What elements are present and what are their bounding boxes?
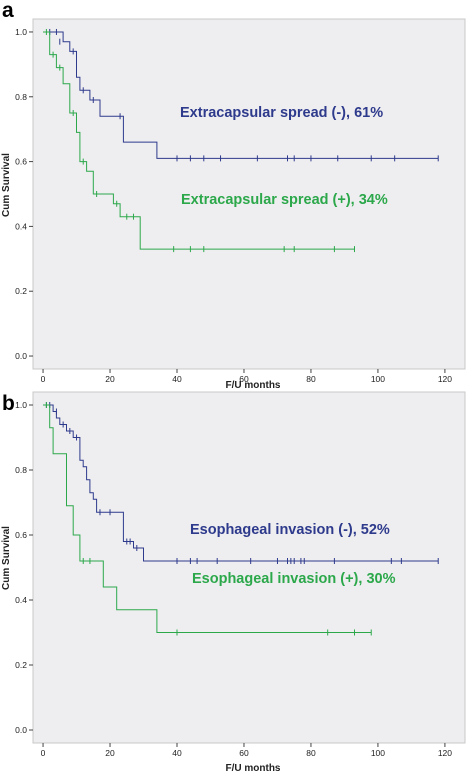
panel-letter-a: a bbox=[2, 0, 14, 22]
y-ticks-a: 0.0 0.2 0.4 0.6 0.8 1.0 bbox=[15, 27, 33, 361]
x-tick-label: 120 bbox=[438, 374, 452, 384]
y-tick-label: 0.0 bbox=[15, 725, 27, 735]
y-tick-label: 1.0 bbox=[15, 27, 27, 37]
x-tick-label: 60 bbox=[239, 374, 249, 384]
label-extracapsular-positive: Extracapsular spread (+), 34% bbox=[181, 192, 388, 208]
y-tick-label: 0.2 bbox=[15, 286, 27, 296]
survival-curve-a-series-1 bbox=[43, 31, 355, 250]
y-ticks-b: 0.0 0.2 0.4 0.6 0.8 1.0 bbox=[15, 400, 33, 735]
label-esophageal-positive: Esophageal invasion (+), 30% bbox=[192, 571, 396, 587]
label-esophageal-negative: Esophageal invasion (-), 52% bbox=[190, 522, 390, 538]
x-tick-label: 0 bbox=[41, 374, 46, 384]
y-axis-title-b: Cum Survival bbox=[1, 526, 12, 590]
panel-a: a Cum Survival F/U months 0.00.20.40.60.… bbox=[1, 0, 466, 391]
curves-b bbox=[43, 402, 439, 636]
panel-b: b Cum Survival F/U months 0.00.20.40.60.… bbox=[1, 391, 466, 774]
x-tick-label: 20 bbox=[105, 748, 115, 758]
label-extracapsular-negative: Extracapsular spread (-), 61% bbox=[180, 105, 383, 121]
x-tick-label: 100 bbox=[371, 374, 385, 384]
x-axis-title-a: F/U months bbox=[226, 380, 281, 391]
x-tick-label: 80 bbox=[306, 374, 316, 384]
curves-a bbox=[43, 28, 439, 253]
x-tick-label: 100 bbox=[371, 748, 385, 758]
x-ticks-a: 0 20 40 60 80 100 120 bbox=[41, 369, 452, 384]
x-ticks-b: 0 20 40 60 80 100 120 bbox=[41, 743, 452, 758]
y-tick-label: 0.8 bbox=[15, 92, 27, 102]
x-tick-label: 40 bbox=[172, 748, 182, 758]
survival-curve-b-series-0 bbox=[43, 404, 439, 562]
y-tick-label: 0.6 bbox=[15, 530, 27, 540]
y-tick-label: 0.8 bbox=[15, 465, 27, 475]
y-tick-label: 0.0 bbox=[15, 351, 27, 361]
x-tick-label: 20 bbox=[105, 374, 115, 384]
survival-curve-b-series-1 bbox=[43, 404, 372, 633]
chart-frame-b bbox=[32, 391, 466, 744]
y-tick-label: 0.4 bbox=[15, 221, 27, 231]
x-axis-title-b: F/U months bbox=[226, 763, 281, 774]
x-tick-label: 40 bbox=[172, 374, 182, 384]
y-tick-label: 0.2 bbox=[15, 660, 27, 670]
x-tick-label: 0 bbox=[41, 748, 46, 758]
y-tick-label: 1.0 bbox=[15, 400, 27, 410]
y-axis-title-a: Cum Survival bbox=[1, 153, 12, 217]
panel-letter-b: b bbox=[2, 392, 15, 415]
x-tick-label: 60 bbox=[239, 748, 249, 758]
y-tick-label: 0.4 bbox=[15, 595, 27, 605]
x-tick-label: 80 bbox=[306, 748, 316, 758]
y-tick-label: 0.6 bbox=[15, 157, 27, 167]
survival-curve-a-series-0 bbox=[43, 31, 439, 159]
x-tick-label: 120 bbox=[438, 748, 452, 758]
